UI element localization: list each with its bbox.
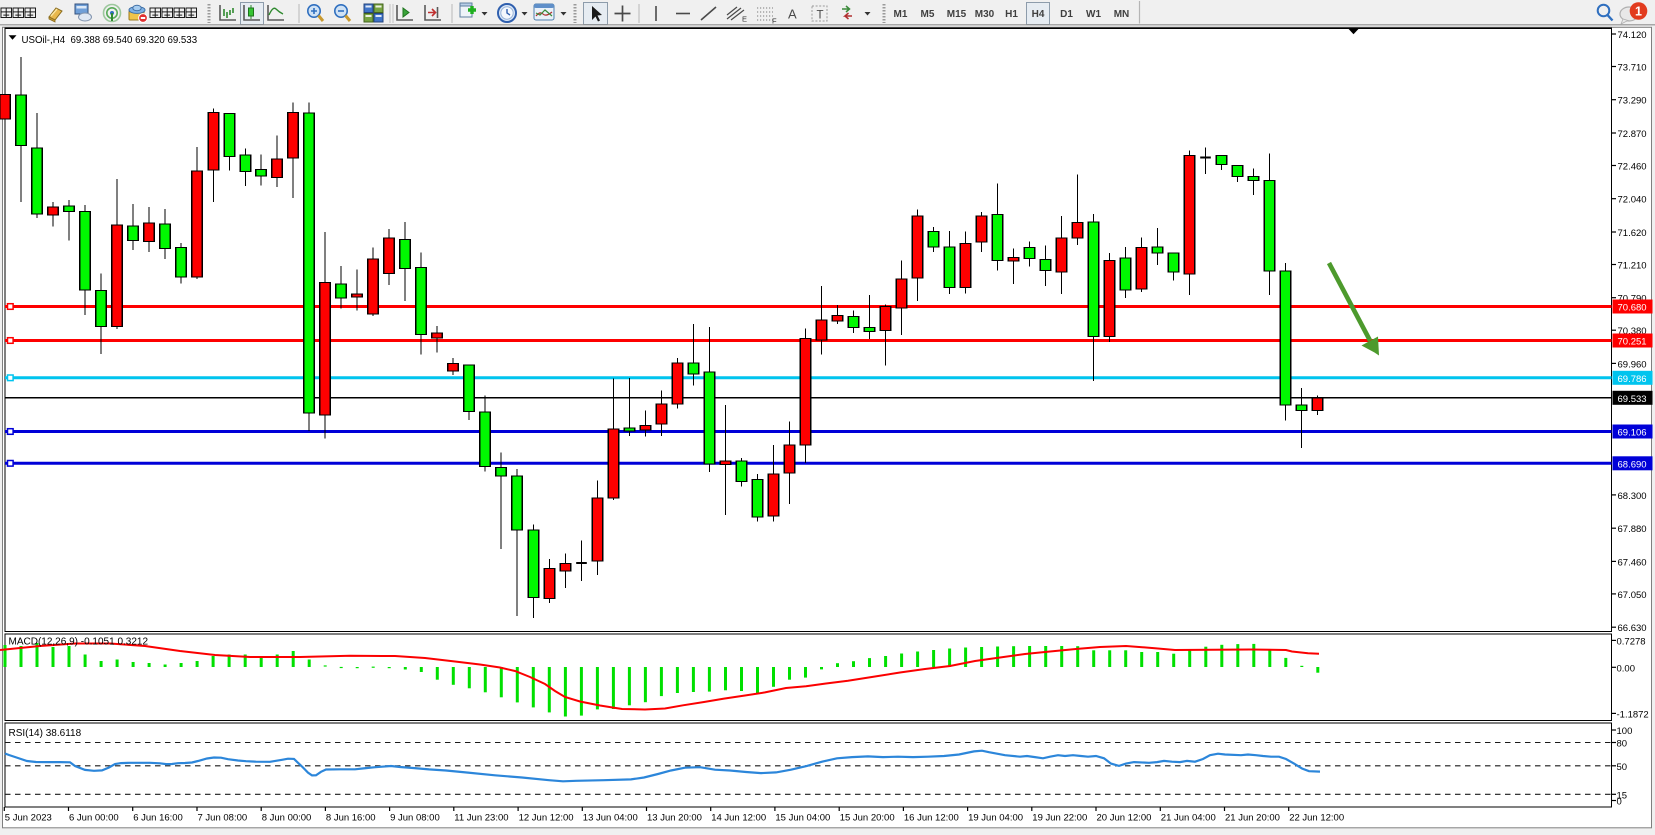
svg-text:21 Jun 04:00: 21 Jun 04:00 — [1161, 813, 1216, 824]
svg-text:6 Jun 16:00: 6 Jun 16:00 — [133, 813, 183, 824]
svg-text:69.960: 69.960 — [1618, 359, 1647, 370]
svg-text:13 Jun 04:00: 13 Jun 04:00 — [583, 813, 638, 824]
svg-text:67.050: 67.050 — [1618, 590, 1647, 601]
svg-text:T: T — [817, 10, 824, 22]
svg-text:H4: H4 — [1032, 9, 1045, 20]
svg-text:70.790: 70.790 — [1618, 294, 1647, 305]
svg-text:F: F — [772, 17, 777, 26]
svg-text:RSI(14) 38.6118: RSI(14) 38.6118 — [9, 728, 82, 739]
svg-text:72.460: 72.460 — [1618, 162, 1647, 173]
svg-text:70.380: 70.380 — [1618, 326, 1647, 337]
svg-text:50: 50 — [1617, 762, 1628, 773]
svg-text:14 Jun 12:00: 14 Jun 12:00 — [711, 813, 766, 824]
svg-text:68.690: 68.690 — [1618, 459, 1647, 470]
svg-text:19 Jun 04:00: 19 Jun 04:00 — [968, 813, 1023, 824]
svg-text:15 Jun 04:00: 15 Jun 04:00 — [775, 813, 830, 824]
svg-text:66.630: 66.630 — [1618, 623, 1647, 634]
svg-text:M5: M5 — [921, 9, 935, 20]
svg-text:72.870: 72.870 — [1618, 129, 1647, 140]
svg-text:15 Jun 20:00: 15 Jun 20:00 — [840, 813, 895, 824]
svg-text:1: 1 — [1635, 5, 1642, 19]
svg-text:70.680: 70.680 — [1618, 303, 1647, 314]
svg-text:72.040: 72.040 — [1618, 195, 1647, 206]
svg-text:67.460: 67.460 — [1618, 557, 1647, 568]
svg-text:69.533: 69.533 — [1618, 394, 1647, 405]
svg-text:9 Jun 08:00: 9 Jun 08:00 — [390, 813, 440, 824]
svg-text:8 Jun 00:00: 8 Jun 00:00 — [262, 813, 312, 824]
svg-text:6 Jun 00:00: 6 Jun 00:00 — [69, 813, 119, 824]
svg-text:71.210: 71.210 — [1618, 261, 1647, 272]
svg-text:USOil-,H4 69.388 69.540 69.32: USOil-,H4 69.388 69.540 69.320 69.533 — [22, 35, 198, 46]
svg-text:22 Jun 12:00: 22 Jun 12:00 — [1289, 813, 1344, 824]
svg-text:80: 80 — [1617, 739, 1628, 750]
svg-text:H1: H1 — [1005, 9, 1018, 20]
svg-text:W1: W1 — [1086, 9, 1101, 20]
svg-text:M30: M30 — [975, 9, 995, 20]
svg-text:20 Jun 12:00: 20 Jun 12:00 — [1097, 813, 1152, 824]
svg-text:12 Jun 12:00: 12 Jun 12:00 — [519, 813, 574, 824]
svg-text:69.106: 69.106 — [1618, 428, 1647, 439]
svg-text:70.251: 70.251 — [1618, 337, 1647, 348]
svg-text:74.120: 74.120 — [1618, 30, 1647, 41]
svg-text:MN: MN — [1114, 9, 1130, 20]
svg-text:M1: M1 — [894, 9, 908, 20]
svg-text:M15: M15 — [947, 9, 967, 20]
svg-text:19 Jun 22:00: 19 Jun 22:00 — [1032, 813, 1087, 824]
svg-text:16 Jun 12:00: 16 Jun 12:00 — [904, 813, 959, 824]
svg-text:E: E — [742, 15, 747, 24]
svg-text:5 Jun 2023: 5 Jun 2023 — [5, 813, 52, 824]
svg-text:A: A — [788, 7, 797, 22]
svg-text:D1: D1 — [1060, 9, 1073, 20]
svg-text:100: 100 — [1617, 726, 1633, 737]
svg-text:67.880: 67.880 — [1618, 524, 1647, 535]
svg-text:0.7278: 0.7278 — [1617, 636, 1646, 647]
svg-text:21 Jun 20:00: 21 Jun 20:00 — [1225, 813, 1280, 824]
svg-text:11 Jun 23:00: 11 Jun 23:00 — [454, 813, 508, 824]
svg-text:68.300: 68.300 — [1618, 491, 1647, 502]
svg-text:73.710: 73.710 — [1618, 63, 1647, 74]
svg-text:-1.1872: -1.1872 — [1617, 709, 1649, 720]
svg-text:73.290: 73.290 — [1618, 96, 1647, 107]
svg-text:69.786: 69.786 — [1618, 374, 1647, 385]
svg-text:15: 15 — [1617, 790, 1628, 801]
svg-text:7 Jun 08:00: 7 Jun 08:00 — [198, 813, 248, 824]
svg-text:71.620: 71.620 — [1618, 228, 1647, 239]
svg-text:0.00: 0.00 — [1617, 663, 1636, 674]
svg-text:13 Jun 20:00: 13 Jun 20:00 — [647, 813, 702, 824]
svg-text:0: 0 — [1617, 797, 1622, 808]
svg-text:8 Jun 16:00: 8 Jun 16:00 — [326, 813, 376, 824]
svg-text:MACD(12,26,9) -0.1051 0.3212: MACD(12,26,9) -0.1051 0.3212 — [9, 637, 149, 648]
